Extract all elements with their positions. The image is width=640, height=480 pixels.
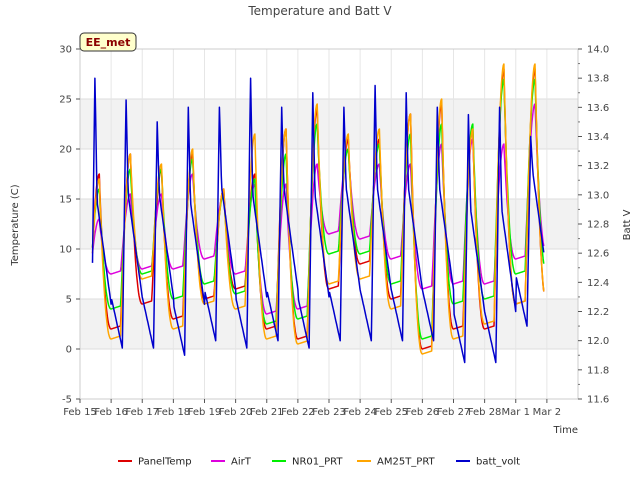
right-axis-ticks: 11.6 11.8 12.0 12.2 12.4 12.6 12.8 13.0 13.2 13.4… bbox=[578, 45, 609, 406]
y-tick-label: 5 bbox=[66, 295, 72, 306]
y2-tick-label: 13.8 bbox=[587, 74, 609, 85]
y2-tick-label: 13.2 bbox=[587, 161, 609, 172]
legend-label: AirT bbox=[231, 457, 252, 468]
series-line-batt_volt bbox=[91, 77, 545, 364]
station-badge-label: EE_met bbox=[86, 36, 131, 49]
station-badge: EE_met bbox=[79, 32, 137, 52]
x-tick-label: Feb 24 bbox=[343, 407, 377, 418]
y2-tick-label: 13.0 bbox=[587, 190, 609, 201]
x-tick-label: Feb 15 bbox=[63, 407, 97, 418]
y-tick-label: 30 bbox=[59, 45, 72, 56]
y2-tick-label: 13.4 bbox=[587, 132, 609, 143]
chart-title: Temperature and Batt V bbox=[247, 4, 392, 18]
x-tick-label: Mar 1 bbox=[502, 407, 530, 418]
legend-item: PanelTemp bbox=[118, 457, 192, 468]
legend-label: AM25T_PRT bbox=[377, 457, 436, 468]
series-layer bbox=[91, 63, 545, 364]
x-tick-label: Mar 2 bbox=[533, 407, 561, 418]
x-tick-label: Feb 16 bbox=[94, 407, 128, 418]
x-tick-label: Feb 17 bbox=[125, 407, 159, 418]
legend-label: PanelTemp bbox=[138, 457, 192, 468]
y-tick-label: 20 bbox=[59, 145, 72, 156]
x-axis-label: Time bbox=[553, 425, 578, 436]
x-tick-label: Feb 27 bbox=[437, 407, 471, 418]
y2-tick-label: 12.6 bbox=[587, 249, 609, 260]
station-badge-box bbox=[79, 32, 137, 52]
y2-tick-label: 11.6 bbox=[587, 395, 609, 406]
legend-label: batt_volt bbox=[476, 457, 520, 468]
x-tick-label: Feb 26 bbox=[406, 407, 440, 418]
legend-label: NR01_PRT bbox=[292, 457, 343, 468]
y-tick-label: 0 bbox=[66, 345, 72, 356]
x-tick-label: Feb 18 bbox=[157, 407, 191, 418]
legend-item: NR01_PRT bbox=[272, 457, 343, 468]
y-tick-label: 25 bbox=[59, 95, 72, 106]
y2-tick-label: 12.2 bbox=[587, 307, 609, 318]
x-tick-label: Feb 19 bbox=[188, 407, 222, 418]
y2-tick-label: 14.0 bbox=[587, 45, 609, 56]
legend-item: AirT bbox=[211, 457, 252, 468]
x-tick-label: Feb 28 bbox=[468, 407, 502, 418]
x-tick-label: Feb 20 bbox=[219, 407, 253, 418]
y-axis-label: Temperature (C) bbox=[10, 184, 21, 266]
y2-tick-label: 12.0 bbox=[587, 336, 609, 347]
y2-tick-label: 13.6 bbox=[587, 103, 609, 114]
y-tick-label: 10 bbox=[59, 245, 72, 256]
series-line-am25t_prt bbox=[91, 63, 545, 355]
left-axis-ticks: -5 0 5 10 15 20 25 30 bbox=[59, 45, 80, 406]
legend: PanelTemp AirT NR01_PRT AM25T_PRT batt_volt bbox=[118, 457, 520, 468]
x-tick-label: Feb 23 bbox=[312, 407, 346, 418]
x-tick-label: Feb 21 bbox=[250, 407, 284, 418]
x-tick-label: Feb 22 bbox=[281, 407, 315, 418]
legend-item: AM25T_PRT bbox=[357, 457, 436, 468]
y2-tick-label: 11.8 bbox=[587, 365, 609, 376]
legend-item: batt_volt bbox=[456, 457, 520, 468]
x-tick-label: Feb 25 bbox=[374, 407, 408, 418]
y-tick-label: -5 bbox=[62, 395, 72, 406]
y2-axis-label: Batt V bbox=[622, 209, 633, 240]
y-tick-label: 15 bbox=[59, 195, 72, 206]
y2-tick-label: 12.8 bbox=[587, 220, 609, 231]
y2-tick-label: 12.4 bbox=[587, 278, 609, 289]
